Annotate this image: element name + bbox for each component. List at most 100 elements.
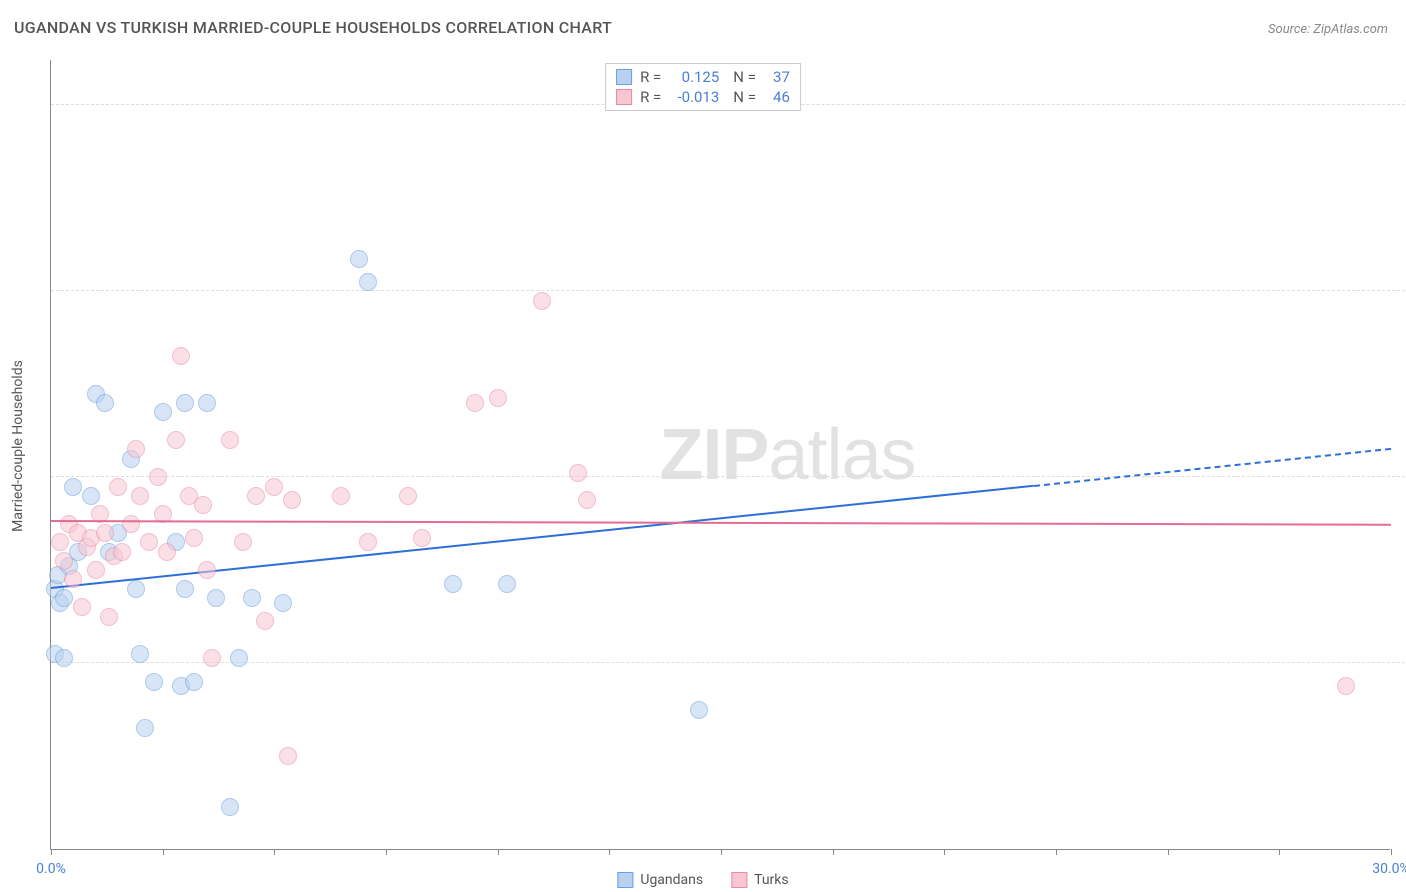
y-tick-label: 60.0% [1395, 469, 1406, 485]
series-legend: Ugandans Turks [617, 872, 788, 888]
data-point [359, 273, 377, 291]
x-tick [274, 849, 275, 855]
data-point [176, 580, 194, 598]
x-tick [721, 849, 722, 855]
data-point [122, 515, 140, 533]
trend-line [1034, 447, 1392, 486]
data-point [55, 649, 73, 667]
swatch-icon [616, 69, 632, 85]
data-point [274, 594, 292, 612]
data-point [64, 478, 82, 496]
data-point [185, 673, 203, 691]
chart-container: UGANDAN VS TURKISH MARRIED-COUPLE HOUSEH… [0, 0, 1406, 892]
data-point [498, 575, 516, 593]
watermark: ZIPatlas [659, 414, 915, 496]
data-point [247, 487, 265, 505]
data-point [243, 589, 261, 607]
data-point [690, 701, 708, 719]
legend-item: Turks [731, 872, 789, 888]
data-point [127, 440, 145, 458]
data-point [332, 487, 350, 505]
data-point [413, 529, 431, 547]
x-tick [1168, 849, 1169, 855]
gridline [51, 290, 1406, 291]
data-point [1337, 677, 1355, 695]
data-point [230, 649, 248, 667]
data-point [96, 524, 114, 542]
data-point [265, 478, 283, 496]
x-tick [1279, 849, 1280, 855]
gridline [51, 662, 1406, 663]
stats-legend: R = 0.125 N = 37 R = -0.013 N = 46 [605, 63, 801, 111]
legend-label: Ugandans [640, 872, 703, 888]
y-tick-label: 80.0% [1395, 283, 1406, 299]
data-point [158, 543, 176, 561]
legend-item: Ugandans [617, 872, 703, 888]
plot-area: ZIPatlas 40.0%60.0%80.0%100.0%0.0%30.0% [50, 60, 1390, 850]
data-point [73, 598, 91, 616]
data-point [569, 464, 587, 482]
x-tick-label: 30.0% [1372, 861, 1406, 877]
data-point [279, 747, 297, 765]
data-point [221, 431, 239, 449]
data-point [136, 719, 154, 737]
data-point [55, 589, 73, 607]
data-point [131, 645, 149, 663]
x-tick [833, 849, 834, 855]
data-point [533, 292, 551, 310]
data-point [140, 533, 158, 551]
data-point [100, 608, 118, 626]
data-point [172, 347, 190, 365]
data-point [203, 649, 221, 667]
data-point [154, 403, 172, 421]
data-point [167, 431, 185, 449]
data-point [256, 612, 274, 630]
data-point [444, 575, 462, 593]
y-axis-label: Married-couple Households [10, 360, 26, 532]
data-point [198, 394, 216, 412]
data-point [96, 394, 114, 412]
x-tick [386, 849, 387, 855]
data-point [82, 487, 100, 505]
data-point [145, 673, 163, 691]
data-point [176, 394, 194, 412]
data-point [359, 533, 377, 551]
x-tick [944, 849, 945, 855]
data-point [350, 250, 368, 268]
data-point [578, 491, 596, 509]
x-tick [498, 849, 499, 855]
y-tick-label: 100.0% [1395, 97, 1406, 113]
gridline [51, 476, 1406, 477]
data-point [149, 468, 167, 486]
data-point [221, 798, 239, 816]
y-tick-label: 40.0% [1395, 655, 1406, 671]
data-point [283, 491, 301, 509]
data-point [198, 561, 216, 579]
data-point [109, 478, 127, 496]
chart-title: UGANDAN VS TURKISH MARRIED-COUPLE HOUSEH… [14, 18, 612, 37]
stats-legend-row: R = -0.013 N = 46 [616, 87, 790, 107]
legend-label: Turks [754, 872, 789, 888]
swatch-icon [616, 89, 632, 105]
x-tick [163, 849, 164, 855]
x-tick [51, 849, 52, 855]
swatch-icon [731, 872, 747, 888]
data-point [194, 496, 212, 514]
swatch-icon [617, 872, 633, 888]
x-tick [609, 849, 610, 855]
source-attribution: Source: ZipAtlas.com [1268, 22, 1388, 37]
data-point [131, 487, 149, 505]
trend-line [51, 520, 1391, 526]
data-point [51, 533, 69, 551]
data-point [234, 533, 252, 551]
stats-legend-row: R = 0.125 N = 37 [616, 67, 790, 87]
data-point [87, 561, 105, 579]
data-point [399, 487, 417, 505]
data-point [113, 543, 131, 561]
data-point [207, 589, 225, 607]
data-point [64, 570, 82, 588]
data-point [55, 552, 73, 570]
data-point [127, 580, 145, 598]
data-point [466, 394, 484, 412]
x-tick [1391, 849, 1392, 855]
